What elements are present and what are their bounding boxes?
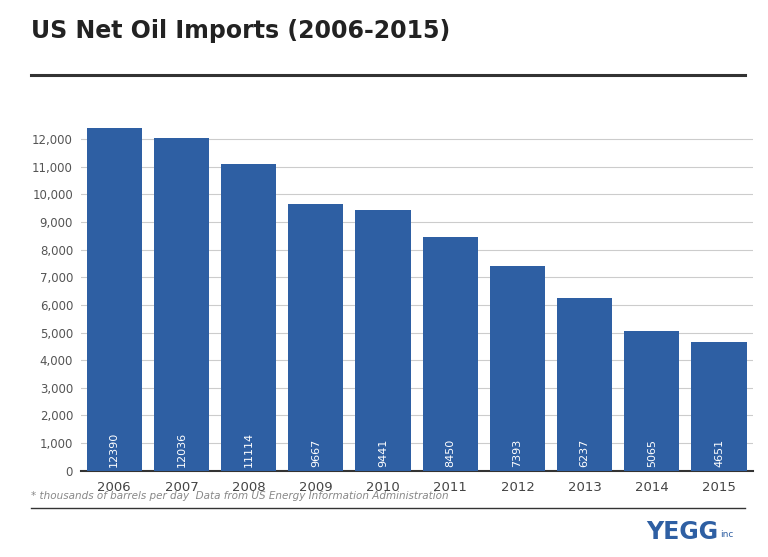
Text: 9441: 9441 — [378, 438, 388, 467]
Bar — [288, 203, 343, 471]
Text: 12390: 12390 — [109, 431, 119, 467]
Text: YEGG: YEGG — [646, 520, 718, 545]
Bar — [356, 210, 411, 471]
Text: 5065: 5065 — [647, 438, 657, 467]
Bar — [624, 331, 680, 471]
Bar — [154, 138, 209, 471]
Text: 12036: 12036 — [177, 431, 187, 467]
Text: 11114: 11114 — [243, 431, 253, 467]
Text: inc: inc — [720, 530, 733, 539]
Text: 6237: 6237 — [580, 438, 590, 467]
Text: 8450: 8450 — [445, 438, 455, 467]
Bar — [691, 342, 746, 471]
Text: 9667: 9667 — [311, 438, 321, 467]
Bar — [557, 299, 612, 471]
Text: US Net Oil Imports (2006-2015): US Net Oil Imports (2006-2015) — [31, 19, 450, 43]
Bar — [422, 237, 478, 471]
Text: 4651: 4651 — [714, 438, 724, 467]
Text: 7393: 7393 — [512, 438, 522, 467]
Bar — [221, 164, 276, 471]
Text: * thousands of barrels per day  Data from US Energy Information Administration: * thousands of barrels per day Data from… — [31, 491, 449, 501]
Bar — [490, 266, 545, 471]
Bar — [87, 128, 142, 471]
